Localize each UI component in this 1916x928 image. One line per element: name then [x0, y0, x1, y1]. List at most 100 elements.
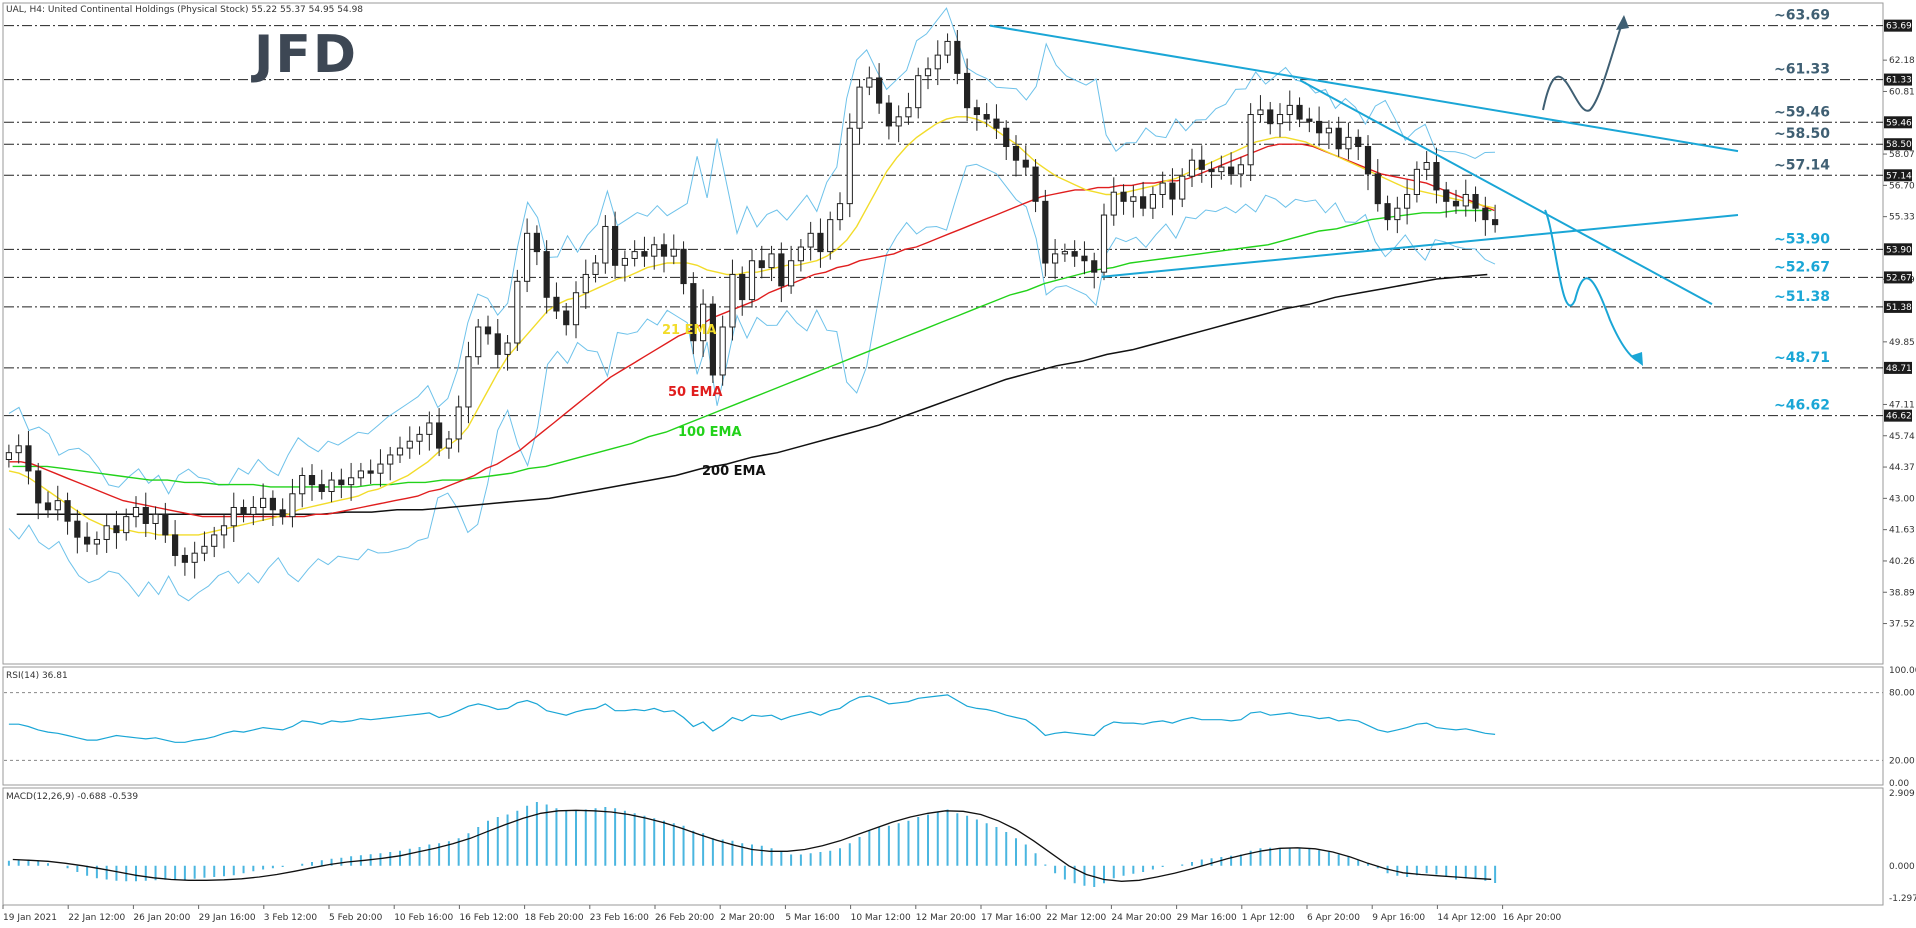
macd-signal-line	[12, 809, 1492, 882]
level-label: ~51.38	[1774, 289, 1830, 305]
candle-body	[1188, 159, 1196, 177]
x-tick-label: 12 Mar 20:00	[916, 913, 976, 923]
candle-body	[5, 452, 12, 461]
trendline	[1101, 214, 1739, 278]
candle-body	[827, 219, 834, 253]
candle-body	[1364, 146, 1372, 175]
candle-body	[895, 116, 902, 127]
candle-body	[54, 500, 61, 511]
price-tag-label: 63.69	[1886, 22, 1912, 32]
candle-body	[25, 445, 32, 472]
candle-body	[64, 500, 71, 522]
candle-body	[377, 463, 384, 474]
rsi-indicator: 100.00 80.00 20.00 0.00	[4, 666, 1916, 789]
y-tick-label: 49.85	[1889, 338, 1915, 348]
candle-body	[758, 260, 765, 269]
candle-body	[299, 475, 306, 495]
y-tick-label: 62.18	[1889, 56, 1915, 66]
candle-body	[396, 447, 404, 456]
time-axis: 19 Jan 2021 22 Jan 12:00 26 Jan 20:00 29 Ja…	[2, 905, 1562, 923]
candle-body	[465, 356, 472, 408]
price-tag-bg	[1884, 409, 1912, 422]
x-tick-label: 5 Mar 16:00	[785, 913, 840, 923]
candle-body	[1042, 200, 1049, 264]
y-tick-label: 56.70	[1889, 181, 1915, 191]
candle-body	[553, 296, 560, 312]
level-label: ~61.33	[1774, 62, 1830, 78]
candle-body	[279, 509, 286, 518]
candle-body	[631, 251, 638, 259]
x-tick-label: 3 Feb 12:00	[264, 913, 318, 923]
candle-body	[357, 470, 364, 479]
candle-body	[1100, 214, 1108, 273]
candle-body	[954, 40, 961, 74]
y-tick-label: 37.52	[1889, 620, 1915, 630]
level-labels: ~63.69 ~61.33 ~59.46 ~58.50 ~57.14 ~53.90 ~52.…	[1774, 8, 1830, 414]
rsi-title: RSI(14) 36.81	[6, 671, 68, 681]
candle-body	[455, 406, 462, 440]
ema-series-label: 50 EMA	[668, 385, 723, 400]
price-tag-bg	[1884, 300, 1912, 313]
candle-body	[162, 513, 169, 536]
price-tag-bg	[1884, 361, 1912, 374]
x-tick-label: 26 Feb 20:00	[655, 913, 714, 923]
candle-body	[768, 253, 775, 269]
candle-body	[1276, 114, 1284, 125]
trendline	[1299, 79, 1713, 306]
candle-body	[602, 225, 609, 264]
candle-body	[1404, 193, 1411, 209]
candle-body	[1149, 193, 1156, 209]
candle-body	[426, 422, 433, 435]
candle-body	[289, 493, 296, 518]
candle-body	[983, 114, 990, 120]
candle-body	[367, 470, 374, 474]
candle-body	[132, 506, 140, 518]
candle-body	[35, 470, 42, 504]
x-tick-label: 10 Mar 12:00	[851, 913, 911, 923]
level-label: ~52.67	[1774, 259, 1830, 275]
x-tick-label: 2 Mar 20:00	[720, 913, 775, 923]
candle-body	[406, 440, 413, 449]
candle-body	[905, 107, 912, 118]
candle-body	[592, 262, 599, 275]
candle-body	[1452, 200, 1460, 207]
candle-body	[1267, 109, 1274, 125]
y-tick-label: 41.63	[1889, 526, 1915, 536]
candle-body	[739, 273, 746, 301]
level-label: ~58.50	[1774, 126, 1830, 142]
candle-body	[84, 536, 91, 545]
price-tag-label: 53.90	[1886, 245, 1912, 255]
x-tick-label: 29 Mar 16:00	[1177, 913, 1237, 923]
candle-body	[1286, 104, 1293, 116]
candle-body	[885, 102, 892, 127]
candle-body	[788, 260, 795, 287]
x-tick-label: 16 Feb 12:00	[459, 913, 518, 923]
y-tick-label: 43.00	[1889, 494, 1915, 504]
x-tick-label: 1 Apr 12:00	[1242, 913, 1295, 923]
x-tick-label: 14 Apr 12:00	[1437, 913, 1496, 923]
macd-tick-label: 2.909	[1889, 789, 1915, 799]
rsi-line	[8, 694, 1496, 743]
candle-body	[700, 303, 707, 342]
candle-body	[387, 454, 394, 465]
price-tag-label: 61.33	[1886, 76, 1912, 86]
candle-body	[944, 40, 951, 56]
macd-panel-frame	[2, 787, 1884, 906]
candle-body	[416, 433, 423, 442]
candle-body	[915, 75, 922, 109]
candle-body	[807, 232, 814, 248]
candle-body	[876, 77, 883, 104]
candle-body	[1081, 255, 1088, 262]
trendline	[989, 24, 1739, 153]
candle-body	[621, 257, 628, 266]
macd-tick-label: -1.297	[1889, 894, 1916, 904]
candle-body	[993, 118, 1000, 129]
x-tick-label: 22 Mar 12:00	[1046, 913, 1106, 923]
candle-body	[1032, 166, 1039, 202]
price-tag-bg	[1884, 169, 1912, 182]
y-tick-label: 45.74	[1889, 432, 1915, 442]
price-tag-label: 58.50	[1886, 140, 1912, 150]
level-label: ~53.90	[1774, 231, 1830, 247]
